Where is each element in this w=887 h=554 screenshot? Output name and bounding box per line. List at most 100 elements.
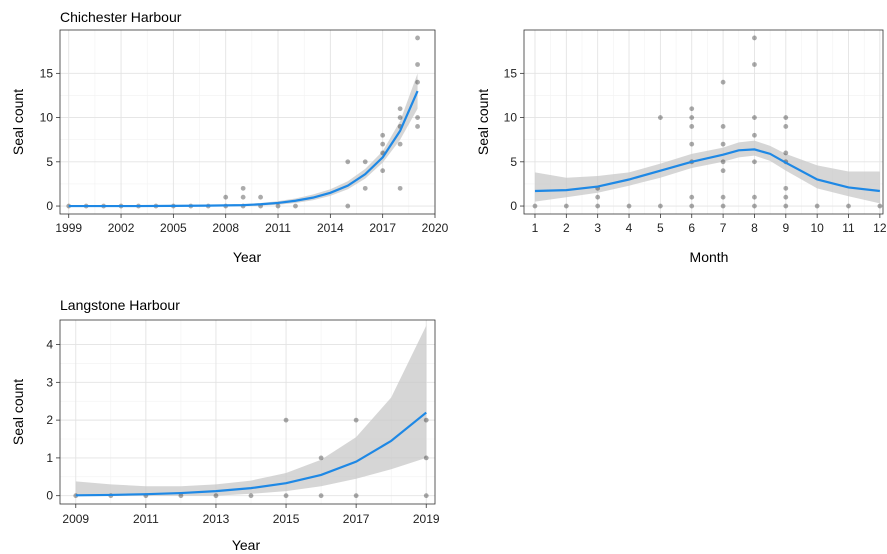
trend-line <box>534 148 880 193</box>
data-point <box>223 194 229 200</box>
data-point <box>345 159 351 165</box>
confidence-band <box>534 140 880 204</box>
y-tick-label: 5 <box>46 155 53 169</box>
x-axis-title: Year <box>232 537 261 553</box>
data-point <box>532 203 538 209</box>
x-tick-label: 11 <box>842 221 855 235</box>
x-tick-label: 7 <box>720 221 727 235</box>
data-point <box>720 124 726 129</box>
data-point <box>423 417 429 423</box>
data-point <box>689 141 695 147</box>
data-point <box>877 203 883 209</box>
data-point <box>423 455 429 461</box>
x-tick-label: 1999 <box>55 221 82 235</box>
data-point <box>720 79 726 85</box>
data-point <box>783 185 789 191</box>
data-point <box>380 132 386 138</box>
data-point <box>563 203 569 209</box>
panel-title: Chichester Harbour <box>60 9 182 25</box>
data-point <box>423 493 429 499</box>
data-point <box>353 417 359 423</box>
data-point <box>752 35 757 41</box>
data-point <box>318 455 324 461</box>
plot-frame <box>59 319 436 505</box>
data-point <box>814 203 820 209</box>
data-point <box>783 150 789 156</box>
panel-chichester-harbour: Chichester Harbour 1999 2002 2005 2008 2011 2… <box>10 9 449 265</box>
trend-line-path <box>534 148 880 193</box>
x-tick-label: 5 <box>657 221 664 235</box>
trend-line <box>68 90 419 208</box>
data-point <box>626 203 632 209</box>
data-point <box>415 115 420 120</box>
data-point <box>657 203 663 209</box>
y-tick-label: 3 <box>46 375 53 389</box>
data-points <box>532 35 883 209</box>
x-tick-label: 9 <box>782 221 789 235</box>
y-tick-label: 5 <box>510 155 517 169</box>
x-tick-label: 2019 <box>413 512 440 526</box>
data-point <box>415 62 420 67</box>
y-axis-title: Seal count <box>10 379 26 445</box>
y-axis-title: Seal count <box>10 89 26 155</box>
panel-title: Langstone Harbour <box>60 297 180 313</box>
data-point <box>380 168 386 174</box>
confidence-ribbon <box>534 140 880 204</box>
confidence-ribbon <box>75 325 427 496</box>
data-point <box>720 141 726 147</box>
x-tick-label: 2014 <box>317 221 344 235</box>
data-point <box>415 124 420 129</box>
y-tick-label: 1 <box>46 451 53 465</box>
y-tick-label: 15 <box>40 66 54 80</box>
data-point <box>689 203 695 209</box>
data-point <box>752 203 757 209</box>
y-tick-label: 15 <box>504 66 518 80</box>
data-point <box>689 194 695 200</box>
x-tick-label: 4 <box>626 221 633 235</box>
y-tick-label: 0 <box>46 199 53 213</box>
x-axis-title: Year <box>233 249 262 265</box>
y-tick-label: 0 <box>510 199 517 213</box>
data-point <box>720 168 726 174</box>
data-point <box>720 203 726 209</box>
data-point <box>283 493 289 499</box>
data-point <box>752 159 757 165</box>
data-point <box>657 115 663 120</box>
data-point <box>720 194 726 200</box>
data-point <box>240 185 246 191</box>
confidence-band <box>75 325 427 496</box>
x-axis-title: Month <box>690 249 729 265</box>
data-point <box>248 493 254 499</box>
y-tick-label: 4 <box>46 338 53 352</box>
x-tick-label: 2017 <box>343 512 370 526</box>
plot-frame <box>59 29 436 215</box>
data-point <box>783 203 789 209</box>
x-tick-label: 2008 <box>212 221 239 235</box>
x-tick-label: 8 <box>751 221 758 235</box>
data-point <box>689 106 695 112</box>
x-tick-label: 10 <box>810 221 824 235</box>
plot-frame <box>523 29 884 215</box>
data-point <box>213 493 219 499</box>
x-tick-label: 12 <box>873 221 887 235</box>
data-point <box>240 194 246 200</box>
panel-langstone-harbour: Langstone Harbour 2009 2011 2013 2015 2017 20… <box>10 297 440 553</box>
x-tick-label: 3 <box>594 221 601 235</box>
data-point <box>397 115 403 120</box>
data-point <box>595 194 601 200</box>
y-tick-label: 2 <box>46 413 53 427</box>
data-point <box>752 132 757 138</box>
trend-line <box>75 411 427 497</box>
data-point <box>362 185 368 191</box>
data-point <box>689 124 695 129</box>
data-point <box>397 185 403 191</box>
axis-ticks: 2009 2011 2013 2015 2017 2019 0 1 2 3 4 <box>46 338 440 526</box>
data-point <box>283 417 289 423</box>
data-point <box>178 493 184 499</box>
data-point <box>353 493 359 499</box>
plot-background <box>60 30 435 214</box>
data-point <box>397 141 403 147</box>
data-point <box>752 194 757 200</box>
y-tick-label: 0 <box>46 489 53 503</box>
